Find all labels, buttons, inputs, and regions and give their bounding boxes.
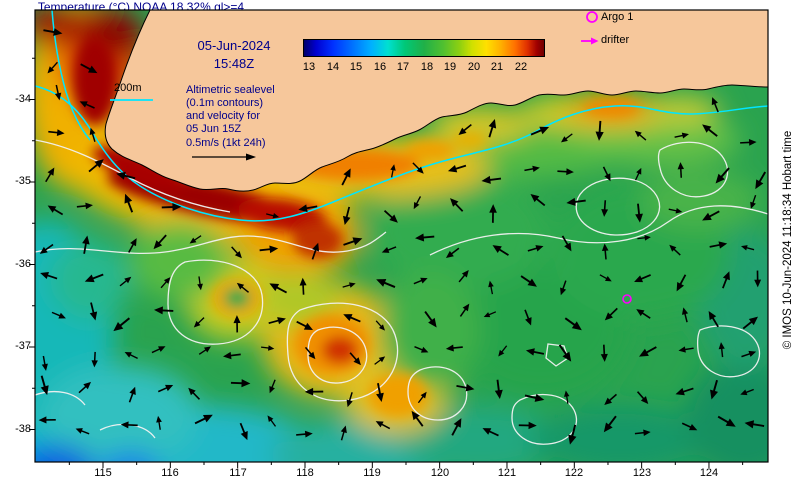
annotation-line: and velocity for bbox=[186, 110, 260, 122]
argo-float-marker bbox=[622, 294, 632, 304]
map-date: 05-Jun-2024 bbox=[197, 38, 271, 53]
argo-legend-label: Argo 1 bbox=[601, 11, 634, 23]
colorbar-tick: 18 bbox=[420, 61, 434, 73]
credit-text: © IMOS 10-Jun-2024 11:18:34 Hobart time bbox=[782, 130, 794, 350]
colorbar-gradient bbox=[303, 39, 545, 57]
x-axis-tick-label: 115 bbox=[94, 467, 112, 479]
y-axis-tick-label: -34 bbox=[15, 93, 31, 105]
x-axis-tick-label: 116 bbox=[161, 467, 179, 479]
colorbar-tick: 15 bbox=[349, 61, 363, 73]
colorbar-tick: 20 bbox=[467, 61, 481, 73]
annotation-line: 0.5m/s (1kt 24h) bbox=[186, 137, 266, 149]
drifter-legend-label: drifter bbox=[601, 34, 630, 46]
annotation-line: (0.1m contours) bbox=[186, 97, 264, 109]
x-axis-tick-label: 119 bbox=[363, 467, 381, 479]
x-axis-tick-label: 124 bbox=[699, 467, 719, 479]
y-axis-tick-label: -37 bbox=[15, 340, 31, 352]
isobath-legend-label: 200m bbox=[114, 82, 142, 94]
colorbar-tick: 13 bbox=[302, 61, 316, 73]
colorbar-tick: 19 bbox=[443, 61, 457, 73]
y-axis-tick-label: -36 bbox=[15, 258, 31, 270]
velocity-scale-arrow bbox=[192, 153, 256, 161]
map-time: 15:48Z bbox=[213, 56, 255, 71]
y-axis-tick-label: -35 bbox=[15, 175, 31, 187]
x-axis-tick-label: 121 bbox=[497, 467, 517, 479]
colorbar-tick: 21 bbox=[490, 61, 504, 73]
x-axis-tick-label: 117 bbox=[229, 467, 247, 479]
argo-legend-icon bbox=[586, 11, 598, 23]
x-axis-tick-label: 120 bbox=[430, 467, 450, 479]
land-mass bbox=[104, 10, 768, 192]
x-axis-tick-label: 118 bbox=[296, 467, 314, 479]
annotation-line: 05 Jun 15Z bbox=[186, 123, 242, 135]
colorbar-tick: 14 bbox=[326, 61, 340, 73]
colorbar-tick: 17 bbox=[396, 61, 410, 73]
plot-border bbox=[34, 9, 769, 463]
y-axis-tick-label: -38 bbox=[15, 423, 31, 435]
x-axis-tick-label: 123 bbox=[632, 467, 652, 479]
drifter-legend-icon bbox=[581, 37, 599, 45]
axis-ticks bbox=[29, 57, 744, 468]
annotation-line: Altimetric sealevel bbox=[186, 84, 275, 96]
x-axis-tick-label: 122 bbox=[564, 467, 584, 479]
colorbar-tick: 16 bbox=[373, 61, 387, 73]
colorbar-tick: 22 bbox=[514, 61, 528, 73]
